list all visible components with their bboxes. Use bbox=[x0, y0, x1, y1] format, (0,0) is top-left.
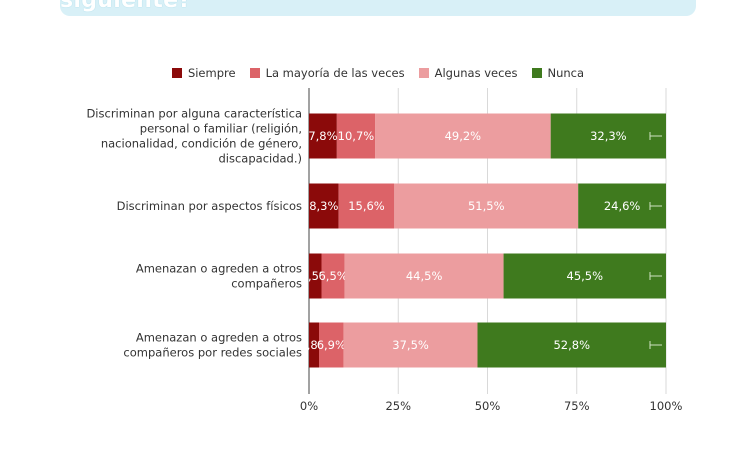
legend-item: Siempre bbox=[171, 66, 236, 80]
category-label: discapacidad.) bbox=[218, 152, 302, 166]
data-label: 32,3% bbox=[590, 129, 627, 143]
legend-item: Algunas veces bbox=[418, 66, 518, 80]
legend-label: La mayoría de las veces bbox=[265, 66, 405, 80]
category-label: Amenazan o agreden a otros bbox=[136, 262, 302, 276]
legend-swatch bbox=[171, 68, 182, 78]
x-tick-label: 0% bbox=[300, 399, 318, 413]
bar-segment bbox=[338, 183, 395, 229]
data-label: 49,2% bbox=[445, 129, 482, 143]
legend-label: Nunca bbox=[547, 66, 585, 80]
data-label: 15,6% bbox=[348, 199, 385, 213]
data-label: 51,5% bbox=[468, 199, 505, 213]
data-label: 6,9% bbox=[317, 338, 346, 352]
category-label: Amenazan o agreden a otros bbox=[136, 331, 302, 345]
data-label: 10,7% bbox=[338, 129, 375, 143]
x-tick-label: 25% bbox=[385, 399, 411, 413]
bar-segment bbox=[336, 113, 376, 159]
data-label: 52,8% bbox=[553, 338, 590, 352]
page-title: ¿Con qué frecuencia en tu escuela pasa l… bbox=[60, 0, 192, 13]
category-label: nacionalidad, condición de género, bbox=[101, 137, 302, 151]
legend-label: Algunas veces bbox=[434, 66, 518, 80]
data-label: 44,5% bbox=[406, 269, 443, 283]
chart-legend: Siempre La mayoría de las veces Algunas ve… bbox=[0, 64, 756, 82]
title-banner: ¿Con qué frecuencia en tu escuela pasa l… bbox=[60, 0, 696, 16]
bar-segment bbox=[503, 253, 666, 299]
x-tick-label: 100% bbox=[650, 399, 683, 413]
legend-item: La mayoría de las veces bbox=[249, 66, 405, 80]
legend-swatch bbox=[418, 68, 429, 78]
bar-segment bbox=[344, 253, 504, 299]
category-label: compañeros por redes sociales bbox=[123, 346, 302, 360]
bar-segment bbox=[318, 322, 344, 368]
data-label: 6,5% bbox=[318, 269, 347, 283]
bar-segment bbox=[309, 183, 339, 229]
x-tick-label: 50% bbox=[475, 399, 501, 413]
bar-segment bbox=[343, 322, 478, 368]
category-label: personal o familiar (religión, bbox=[140, 122, 302, 136]
bar-segment bbox=[309, 113, 337, 159]
data-label: 24,6% bbox=[604, 199, 641, 213]
bar-segment bbox=[394, 183, 579, 229]
bar-segment bbox=[375, 113, 551, 159]
legend-label: Siempre bbox=[187, 66, 236, 80]
data-label: 7,8% bbox=[308, 129, 337, 143]
legend-swatch bbox=[531, 68, 542, 78]
legend-item: Nunca bbox=[531, 66, 585, 80]
bar-segment bbox=[477, 322, 666, 368]
data-label: 8,3% bbox=[309, 199, 338, 213]
category-label: compañeros bbox=[231, 277, 302, 291]
data-label: 37,5% bbox=[392, 338, 429, 352]
bar-segment bbox=[309, 322, 319, 368]
bar-segment bbox=[321, 253, 345, 299]
bar-segment bbox=[550, 113, 666, 159]
legend-swatch bbox=[249, 68, 260, 78]
bar-segment bbox=[309, 253, 322, 299]
category-label: Discriminan por aspectos físicos bbox=[117, 199, 302, 213]
data-label: 45,5% bbox=[567, 269, 604, 283]
category-label: Discriminan por alguna característica bbox=[86, 107, 302, 121]
x-tick-label: 75% bbox=[564, 399, 590, 413]
